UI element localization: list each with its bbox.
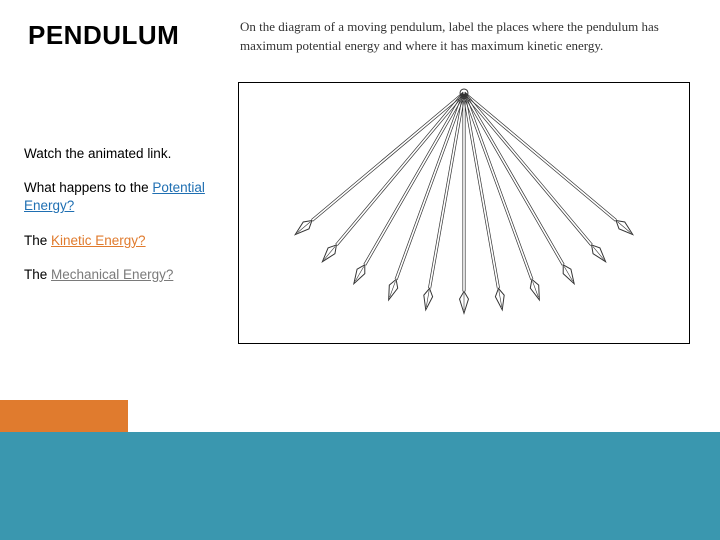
pe-question: What happens to the Potential Energy? (24, 179, 224, 215)
ke-question: The Kinetic Energy? (24, 232, 224, 250)
pendulum-svg (239, 83, 689, 343)
footer-orange-strip (0, 400, 128, 432)
me-prefix: The (24, 267, 51, 282)
footer-white-strip (128, 400, 720, 432)
ke-prefix: The (24, 233, 51, 248)
pe-prefix: What happens to the (24, 180, 152, 195)
left-column: Watch the animated link. What happens to… (24, 145, 224, 300)
watch-line: Watch the animated link. (24, 145, 224, 163)
page-title: PENDULUM (28, 20, 179, 51)
mechanical-energy-label: Mechanical Energy? (51, 267, 173, 282)
me-question: The Mechanical Energy? (24, 266, 224, 284)
kinetic-energy-label: Kinetic Energy? (51, 233, 146, 248)
pendulum-diagram (238, 82, 690, 344)
instruction-text: On the diagram of a moving pendulum, lab… (240, 18, 680, 56)
